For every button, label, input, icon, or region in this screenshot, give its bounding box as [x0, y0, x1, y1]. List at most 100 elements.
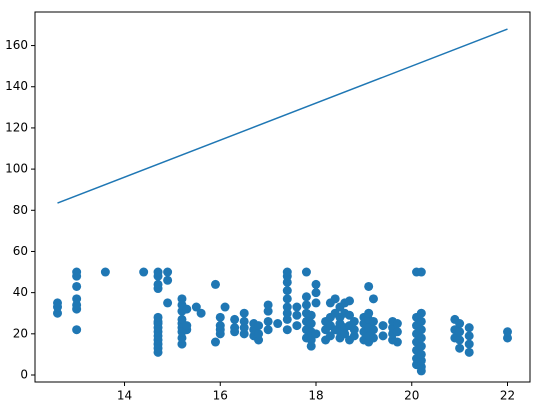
point [292, 321, 302, 331]
point [196, 308, 206, 318]
point [368, 325, 378, 335]
point [153, 279, 163, 289]
point [378, 331, 388, 341]
point [282, 308, 292, 318]
y-tick-label: 40 [13, 285, 28, 299]
point [455, 327, 465, 337]
point [503, 327, 512, 337]
point [72, 267, 82, 277]
point [368, 294, 378, 304]
point [455, 335, 465, 345]
point [215, 312, 225, 322]
point [455, 343, 465, 353]
point [254, 335, 264, 345]
point [464, 339, 474, 349]
y-tick-label: 140 [5, 79, 28, 93]
point [345, 310, 355, 320]
point [392, 337, 402, 347]
point [72, 281, 82, 291]
point [416, 267, 426, 277]
point [455, 319, 465, 329]
point [263, 325, 273, 335]
point [263, 300, 273, 310]
point [215, 321, 225, 331]
point [177, 294, 187, 304]
y-tick-label: 100 [5, 162, 28, 176]
point [282, 325, 292, 335]
point [282, 314, 292, 324]
line [57, 28, 508, 204]
point [364, 308, 374, 318]
point [210, 279, 220, 289]
point [306, 319, 316, 329]
point [220, 302, 230, 312]
point [263, 306, 273, 316]
point [182, 321, 192, 331]
point [182, 304, 192, 314]
point [282, 267, 292, 277]
point [368, 316, 378, 326]
point [368, 333, 378, 343]
point [210, 337, 220, 347]
point [416, 356, 426, 366]
point [292, 302, 302, 312]
point [306, 335, 316, 345]
point [230, 323, 240, 333]
point [163, 298, 173, 308]
point [311, 298, 321, 308]
point [53, 298, 62, 308]
y-tick-label: 120 [5, 120, 28, 134]
x-tick-label: 18 [308, 389, 323, 403]
x-tick-label: 20 [404, 389, 419, 403]
point [464, 331, 474, 341]
point [230, 314, 240, 324]
point [139, 267, 149, 277]
y-tick-label: 80 [13, 203, 28, 217]
point [153, 312, 163, 322]
point [311, 288, 321, 298]
point [464, 347, 474, 357]
point [345, 296, 355, 306]
point [503, 333, 512, 343]
y-tick-label: 160 [5, 38, 28, 52]
point [163, 275, 173, 285]
y-tick-label: 20 [13, 326, 28, 340]
point [282, 302, 292, 312]
point [340, 329, 350, 339]
point [330, 294, 340, 304]
x-tick-label: 16 [213, 389, 228, 403]
point [392, 319, 402, 329]
point [263, 316, 273, 326]
point [349, 316, 359, 326]
point [177, 314, 187, 324]
point [53, 308, 62, 318]
point [464, 323, 474, 333]
point [364, 281, 374, 291]
point [177, 339, 187, 349]
point [325, 331, 335, 341]
point [72, 294, 82, 304]
point [292, 310, 302, 320]
y-tick-label: 60 [13, 244, 28, 258]
point [349, 325, 359, 335]
x-tick-label: 22 [500, 389, 515, 403]
point [282, 286, 292, 296]
point [416, 341, 426, 351]
point [177, 333, 187, 343]
y-tick-label: 0 [20, 367, 28, 381]
point [239, 308, 249, 318]
point [416, 362, 426, 372]
point [301, 292, 311, 302]
point [163, 267, 173, 277]
point [416, 316, 426, 326]
point [306, 310, 316, 320]
point [349, 331, 359, 341]
point [282, 277, 292, 287]
point [311, 279, 321, 289]
point [282, 294, 292, 304]
point [100, 267, 110, 277]
point [301, 300, 311, 310]
point [416, 308, 426, 318]
point [239, 316, 249, 326]
